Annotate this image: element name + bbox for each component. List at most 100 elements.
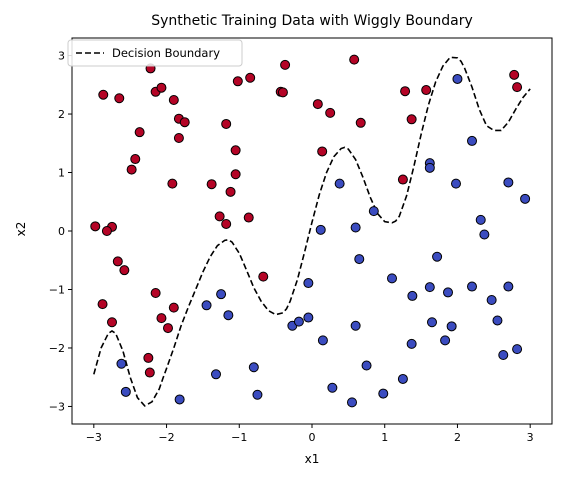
data-point-class-0 (443, 287, 453, 298)
x-tick-label: −3 (86, 431, 102, 444)
data-point-class-0 (397, 373, 408, 384)
data-point-class-0 (479, 229, 490, 240)
data-point-class-0 (486, 295, 497, 306)
data-point-class-0 (317, 335, 328, 346)
data-point-class-0 (451, 178, 461, 189)
data-point-class-1 (230, 169, 241, 180)
data-point-class-0 (467, 281, 477, 292)
data-point-class-1 (90, 221, 101, 232)
plot-area (72, 38, 552, 424)
data-point-class-0 (354, 254, 365, 265)
data-point-class-0 (327, 382, 338, 393)
legend-label-decision-boundary: Decision Boundary (112, 46, 220, 60)
data-point-class-1 (312, 99, 323, 110)
data-point-class-0 (174, 394, 185, 405)
data-point-class-0 (427, 317, 437, 328)
data-point-class-1 (232, 76, 243, 87)
data-point-class-0 (492, 315, 503, 326)
data-point-class-1 (355, 117, 366, 128)
data-point-class-1 (107, 317, 117, 328)
legend-box (67, 39, 243, 67)
data-point-class-0 (452, 73, 463, 84)
x-tick-label: 3 (527, 431, 534, 444)
data-point-class-0 (350, 320, 361, 331)
data-point-class-1 (509, 69, 520, 80)
data-point-class-0 (347, 397, 357, 408)
y-tick-label: −1 (49, 283, 65, 296)
data-point-class-0 (446, 321, 457, 332)
data-point-class-0 (512, 344, 523, 355)
data-point-class-1 (512, 82, 523, 93)
data-point-class-0 (223, 310, 234, 321)
data-point-class-0 (424, 162, 435, 173)
data-point-class-0 (406, 338, 417, 349)
data-point-class-0 (252, 389, 263, 400)
data-point-class-1 (243, 212, 254, 223)
data-point-class-0 (293, 316, 304, 327)
data-point-class-0 (503, 177, 514, 188)
y-tick-label: 1 (58, 167, 65, 180)
data-point-class-1 (97, 299, 108, 310)
data-point-class-1 (406, 114, 417, 125)
data-point-class-1 (214, 211, 225, 222)
data-point-class-1 (126, 164, 137, 175)
data-point-class-0 (503, 281, 514, 292)
data-point-class-1 (168, 94, 179, 105)
data-point-class-0 (303, 312, 314, 323)
data-point-class-1 (130, 154, 141, 165)
data-point-class-1 (173, 133, 184, 144)
data-point-class-1 (112, 256, 123, 267)
decision-boundary-layer (93, 56, 531, 407)
data-point-class-0 (387, 273, 397, 284)
data-point-class-1 (98, 89, 109, 100)
data-point-class-1 (156, 313, 167, 324)
data-point-class-1 (114, 93, 125, 104)
data-point-class-0 (432, 251, 443, 262)
y-tick-label: 2 (58, 108, 65, 121)
legend: Decision Boundary (67, 39, 243, 67)
data-point-class-0 (303, 278, 314, 289)
x-tick-label: 2 (454, 431, 461, 444)
data-point-class-1 (143, 352, 154, 363)
data-point-class-1 (349, 54, 360, 65)
data-point-class-0 (350, 222, 361, 233)
data-point-class-1 (179, 117, 190, 128)
x-tick-label: 0 (309, 431, 316, 444)
data-point-class-1 (167, 178, 178, 189)
data-point-class-1 (225, 186, 236, 197)
data-point-class-0 (520, 193, 531, 204)
data-point-class-0 (467, 135, 477, 146)
data-point-class-0 (407, 290, 418, 301)
decision-boundary-line (93, 56, 531, 407)
y-tick-label: −2 (49, 342, 65, 355)
data-point-class-1 (397, 174, 408, 185)
data-point-class-1 (325, 107, 336, 118)
data-point-class-0 (498, 349, 509, 360)
data-point-class-1 (245, 72, 256, 83)
data-point-class-0 (211, 369, 221, 380)
data-point-class-0 (201, 300, 212, 311)
data-point-class-0 (120, 386, 131, 397)
axes-layer: −3 −2 −1 0 1 2 3 −3 −2 −1 0 1 2 3 (49, 37, 553, 444)
points-layer (90, 54, 531, 408)
data-point-class-1 (206, 179, 217, 190)
data-point-class-0 (248, 362, 259, 373)
data-point-class-1 (168, 302, 179, 313)
data-point-class-1 (150, 287, 161, 298)
data-point-class-1 (230, 145, 241, 156)
y-tick-label: 3 (58, 50, 65, 63)
data-point-class-1 (400, 86, 411, 97)
data-point-class-0 (475, 214, 486, 225)
data-point-class-1 (144, 367, 155, 378)
data-point-class-1 (163, 323, 173, 334)
data-point-class-1 (221, 118, 232, 129)
chart-title: Synthetic Training Data with Wiggly Boun… (151, 13, 473, 29)
x-tick-label: −1 (231, 431, 247, 444)
data-point-class-1 (156, 82, 167, 93)
data-point-class-1 (258, 271, 269, 282)
data-point-class-1 (317, 146, 328, 157)
data-point-class-1 (280, 59, 291, 70)
x-tick-label: −2 (158, 431, 174, 444)
x-tick-label: 1 (381, 431, 388, 444)
